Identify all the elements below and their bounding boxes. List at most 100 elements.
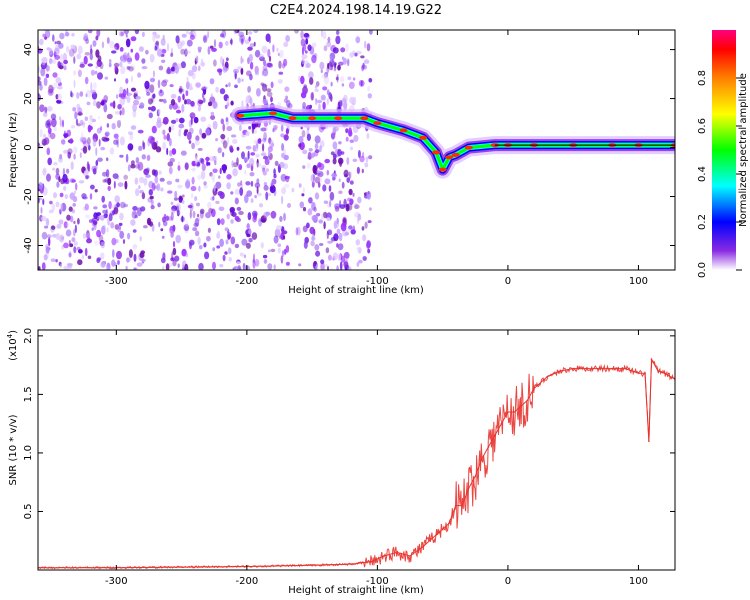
noise-speck xyxy=(326,217,331,221)
noise-speck xyxy=(285,95,288,100)
noise-speck xyxy=(205,156,210,162)
noise-speck xyxy=(42,198,45,205)
noise-speck xyxy=(40,207,43,214)
noise-speck xyxy=(308,197,313,204)
noise-speck xyxy=(71,32,75,37)
noise-speckle xyxy=(38,30,373,270)
noise-speck xyxy=(84,214,91,219)
noise-speck xyxy=(327,62,330,70)
signal-point xyxy=(269,111,277,116)
noise-speck xyxy=(279,215,283,222)
noise-speck xyxy=(261,165,267,170)
noise-speck xyxy=(320,262,325,270)
noise-speck xyxy=(345,203,350,212)
noise-speck xyxy=(49,132,56,140)
noise-speck xyxy=(236,261,241,265)
noise-speck xyxy=(85,233,91,239)
noise-speck xyxy=(181,215,184,223)
noise-speck xyxy=(150,199,154,206)
noise-speck xyxy=(215,86,219,93)
snr-x-tick-label: -100 xyxy=(366,576,389,587)
noise-speck xyxy=(239,187,244,196)
noise-speck xyxy=(234,188,240,195)
noise-speck xyxy=(154,175,159,184)
noise-speck xyxy=(211,47,217,52)
noise-speck xyxy=(287,203,291,208)
noise-speck xyxy=(197,236,201,245)
noise-speck xyxy=(55,77,62,84)
noise-speck xyxy=(158,221,161,228)
noise-speck xyxy=(272,128,275,133)
noise-speck xyxy=(101,226,106,235)
noise-speck xyxy=(352,50,355,54)
noise-speck xyxy=(127,164,131,172)
noise-speck xyxy=(185,180,191,189)
noise-speck xyxy=(115,94,119,99)
noise-speck xyxy=(178,131,181,137)
noise-speck xyxy=(265,168,269,172)
noise-speck xyxy=(52,34,55,42)
noise-speck xyxy=(189,239,195,246)
noise-speck xyxy=(125,265,128,270)
noise-speck xyxy=(52,58,57,65)
noise-speck xyxy=(347,266,352,270)
noise-speck xyxy=(138,185,141,190)
noise-speck xyxy=(343,251,350,259)
noise-speck xyxy=(122,239,126,244)
noise-speck xyxy=(246,190,253,197)
noise-speck xyxy=(273,264,276,270)
noise-speck xyxy=(321,213,324,220)
noise-speck xyxy=(38,38,44,46)
noise-speck xyxy=(315,101,318,105)
noise-speck xyxy=(336,73,339,83)
noise-speck xyxy=(86,101,91,106)
noise-speck xyxy=(356,50,362,55)
noise-speck xyxy=(247,86,252,93)
noise-speck xyxy=(73,246,77,254)
noise-speck xyxy=(317,181,321,188)
noise-speck xyxy=(250,152,256,156)
noise-speck xyxy=(248,237,253,243)
noise-speck xyxy=(320,259,325,265)
noise-speck xyxy=(39,84,43,91)
noise-speck xyxy=(203,185,208,189)
noise-speck xyxy=(84,52,91,56)
noise-speck xyxy=(262,254,268,259)
noise-speck xyxy=(322,101,326,111)
noise-speck xyxy=(332,153,337,160)
noise-speck xyxy=(230,191,234,195)
noise-speck xyxy=(195,135,200,142)
snr-data-point xyxy=(487,446,490,448)
noise-speck xyxy=(160,38,166,46)
noise-speck xyxy=(170,52,174,58)
noise-speck xyxy=(318,219,324,224)
noise-speck xyxy=(338,232,343,242)
snr-data-point xyxy=(648,440,650,443)
noise-speck xyxy=(162,129,166,136)
noise-speck xyxy=(92,220,98,226)
noise-speck xyxy=(277,79,283,84)
noise-speck xyxy=(281,250,285,257)
noise-speck xyxy=(340,100,343,107)
noise-speck xyxy=(201,132,207,139)
noise-speck xyxy=(58,116,62,120)
noise-speck xyxy=(319,176,322,184)
snr-data-point xyxy=(180,566,183,568)
noise-speck xyxy=(314,149,320,154)
noise-speck xyxy=(198,99,204,105)
noise-speck xyxy=(139,252,145,258)
noise-speck xyxy=(152,93,156,99)
noise-speck xyxy=(329,199,332,208)
signal-point xyxy=(288,116,297,121)
snr-exponent-label: (x104) xyxy=(6,330,19,361)
noise-speck xyxy=(198,262,204,270)
noise-speck xyxy=(241,151,245,160)
noise-speck xyxy=(149,84,155,93)
noise-speck xyxy=(244,194,249,204)
noise-speck xyxy=(149,77,156,83)
noise-speck xyxy=(81,193,87,199)
noise-speck xyxy=(255,153,260,158)
noise-speck xyxy=(210,111,215,116)
snr-data-point xyxy=(474,475,477,478)
snr-data-point xyxy=(311,564,313,567)
